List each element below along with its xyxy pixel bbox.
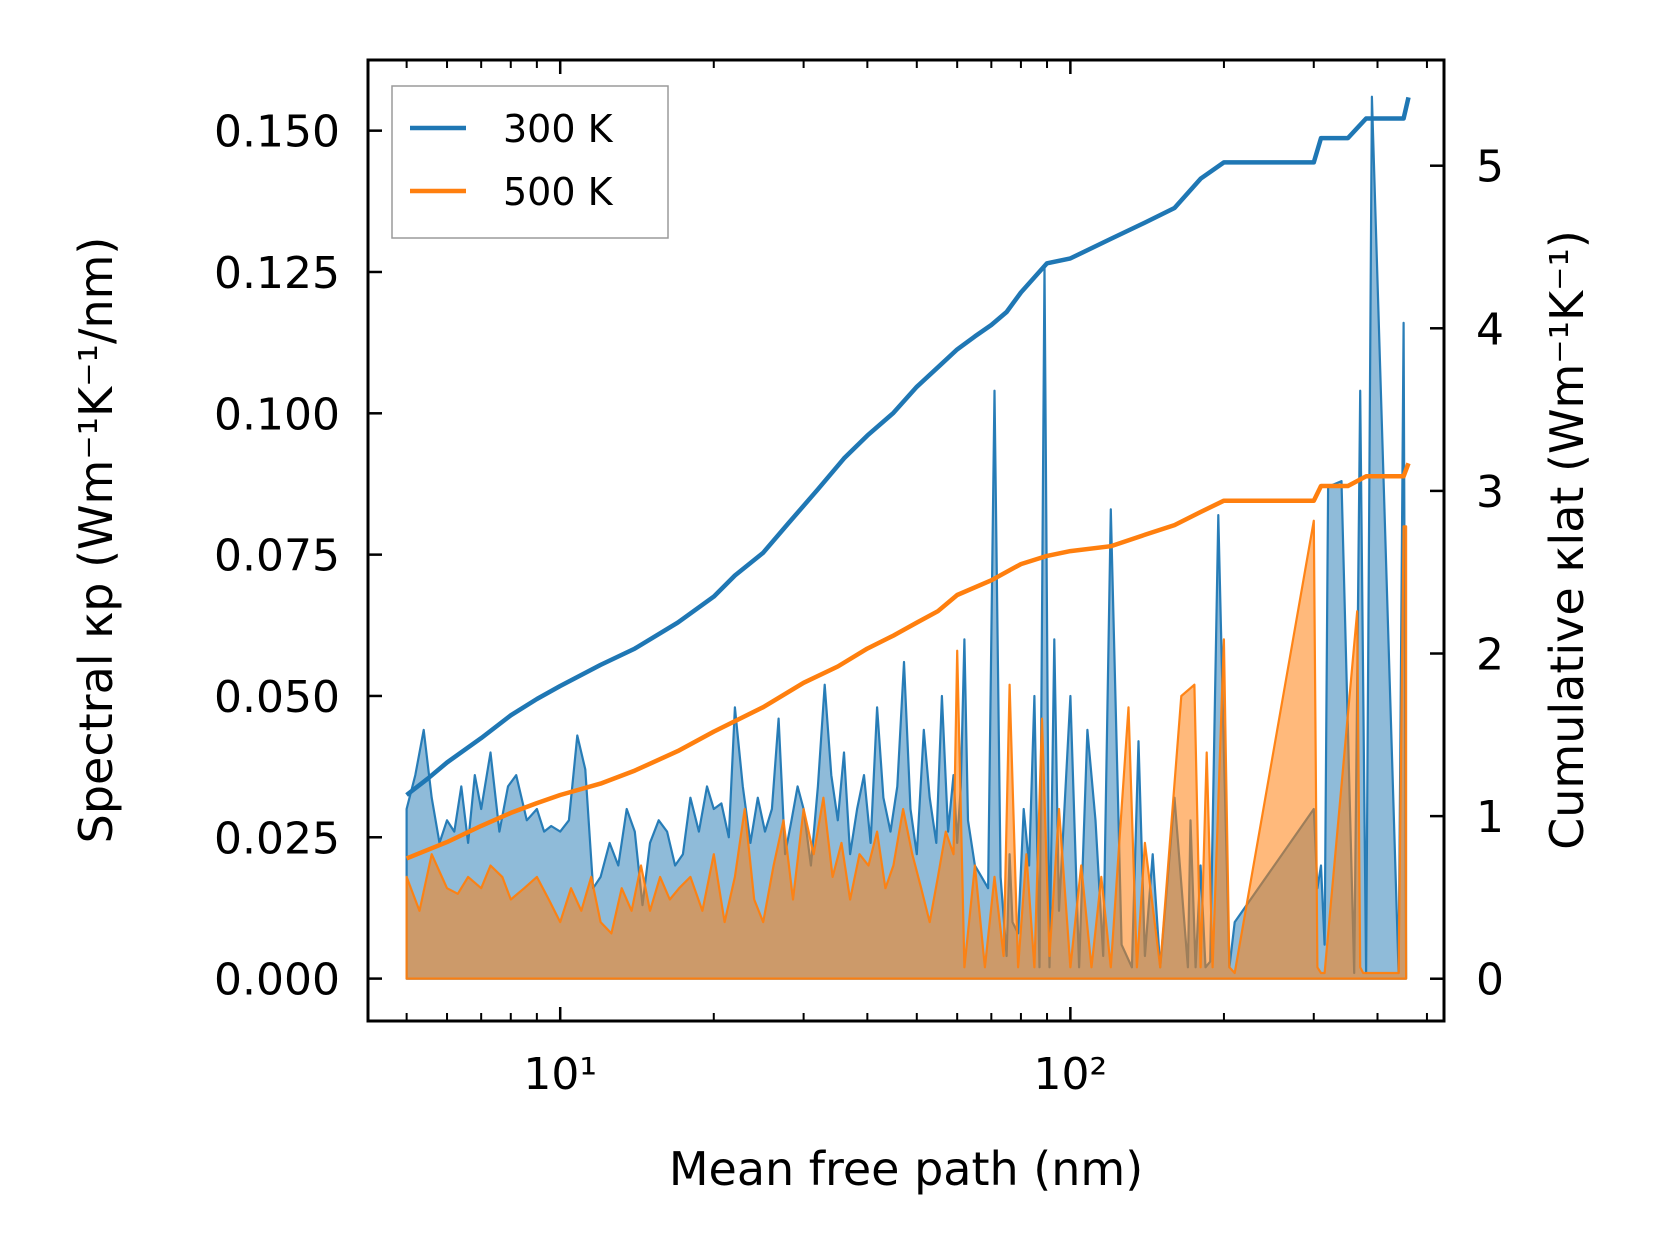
right-y-tick-label: 4 <box>1476 304 1504 355</box>
legend-label-500k: 500 K <box>503 170 614 214</box>
spectral-area-500k <box>405 519 1408 980</box>
legend-box <box>391 85 669 239</box>
cumulative-line-300k <box>405 96 1411 797</box>
right-y-tick-label: 2 <box>1476 630 1504 681</box>
legend-label-300k: 300 K <box>503 107 614 151</box>
left-y-tick-label: 0.000 <box>214 955 340 1006</box>
left-y-tick-label: 0.150 <box>214 107 340 158</box>
right-y-tick-label: 3 <box>1476 467 1504 518</box>
right-y-tick-label: 1 <box>1476 792 1504 843</box>
right-y-axis-title: Cumulative κlat (Wm⁻¹K⁻¹) <box>1540 230 1594 850</box>
spectral-fills <box>405 95 1408 980</box>
x-tick-label: 10¹ <box>523 1049 597 1100</box>
right-y-tick-label: 0 <box>1476 955 1504 1006</box>
left-y-axis-title: Spectral κp (Wm⁻¹K⁻¹/nm) <box>69 237 123 844</box>
cumulative-line-500k <box>405 462 1411 861</box>
left-y-tick-label: 0.125 <box>214 248 340 299</box>
left-y-tick-label: 0.050 <box>214 672 340 723</box>
left-y-tick-label: 0.075 <box>214 531 340 582</box>
axis-ticks <box>368 60 1444 1021</box>
left-y-tick-label: 0.100 <box>214 389 340 440</box>
plot-frame <box>366 58 1446 1023</box>
left-y-tick-label: 0.025 <box>214 813 340 864</box>
cumulative-lines <box>405 96 1411 861</box>
right-y-tick-label: 5 <box>1476 142 1504 193</box>
x-axis-title: Mean free path (nm) <box>669 1142 1143 1196</box>
x-tick-label: 10² <box>1034 1049 1108 1100</box>
axis-tick-labels: 10¹ 10² 0.000 0.025 0.050 0.075 0.100 0.125 0.15… <box>214 107 1504 1100</box>
legend: 300 K 500 K <box>391 85 669 239</box>
